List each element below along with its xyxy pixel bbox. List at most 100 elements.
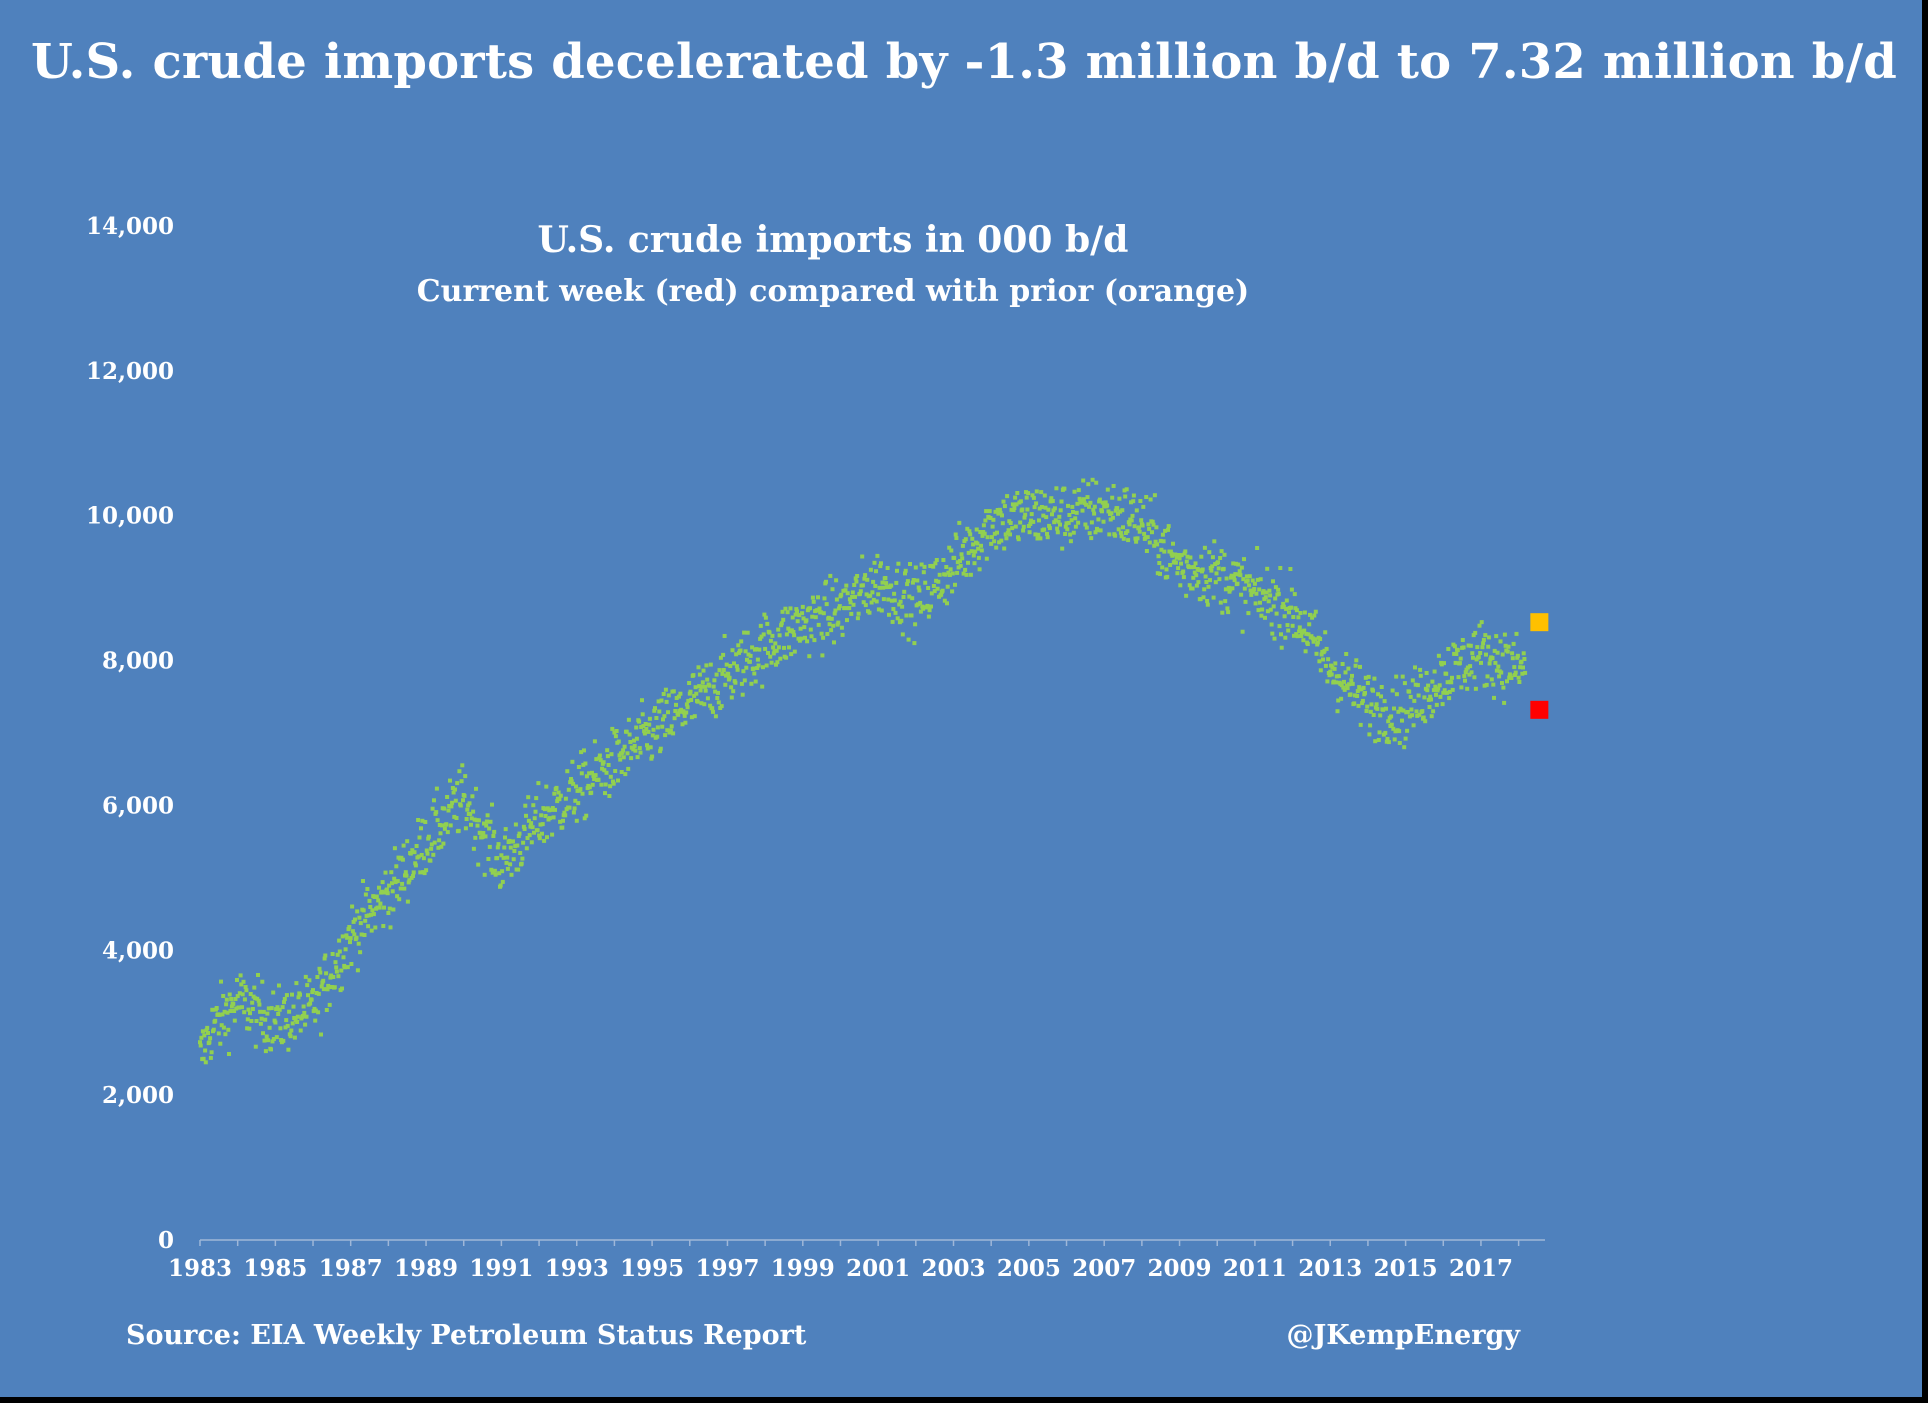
data-point — [350, 929, 355, 934]
data-point — [954, 536, 959, 540]
data-point — [572, 806, 577, 811]
data-point — [1088, 500, 1093, 505]
data-point — [627, 732, 632, 737]
data-point — [650, 754, 655, 759]
data-point — [687, 681, 692, 685]
data-point — [1287, 610, 1291, 615]
data-point — [440, 823, 444, 828]
data-point — [1049, 496, 1054, 501]
data-point — [565, 769, 570, 774]
x-tick-label: 1999 — [771, 1255, 835, 1282]
data-point — [1008, 521, 1013, 525]
data-point — [1392, 706, 1396, 711]
data-point — [1511, 641, 1516, 646]
data-point — [375, 905, 380, 910]
data-point — [402, 886, 407, 891]
data-point — [1296, 615, 1301, 620]
data-point — [622, 744, 627, 749]
data-point — [868, 593, 873, 598]
data-point — [834, 578, 839, 583]
data-point — [603, 791, 607, 796]
data-point — [242, 1010, 247, 1015]
data-point — [841, 588, 846, 593]
data-point — [598, 758, 603, 763]
data-point — [892, 598, 897, 603]
data-point — [328, 975, 333, 980]
data-point — [1470, 651, 1475, 656]
data-point — [976, 555, 981, 560]
data-point — [1010, 502, 1015, 507]
data-point — [653, 706, 657, 711]
author-handle: @JKempEnergy — [1287, 1320, 1522, 1351]
data-point — [516, 867, 521, 872]
data-point — [635, 755, 640, 760]
data-point — [772, 649, 777, 654]
data-point — [609, 752, 614, 757]
data-point — [699, 701, 704, 706]
data-point — [517, 831, 522, 836]
data-point — [1301, 638, 1306, 643]
data-point — [1485, 674, 1490, 679]
data-point — [623, 772, 628, 777]
data-point — [1145, 535, 1150, 540]
data-point — [745, 630, 750, 635]
data-point — [1014, 502, 1019, 507]
data-point — [1434, 702, 1439, 707]
data-point — [432, 840, 437, 845]
data-point — [1047, 523, 1052, 528]
data-point — [211, 1027, 216, 1032]
data-point — [783, 606, 788, 611]
data-point — [1118, 509, 1123, 514]
data-point — [446, 808, 451, 813]
data-point — [1258, 600, 1262, 605]
data-point — [863, 603, 868, 608]
data-point — [313, 1018, 318, 1023]
data-point — [329, 985, 334, 989]
data-point — [716, 700, 721, 705]
y-tick-label: 14,000 — [86, 213, 174, 240]
data-point — [720, 671, 725, 676]
data-point — [552, 791, 557, 796]
data-point — [626, 766, 631, 771]
data-point — [671, 731, 676, 736]
x-tick-label: 2003 — [921, 1255, 985, 1282]
data-point — [755, 657, 760, 662]
data-point — [1178, 583, 1183, 588]
data-point — [1486, 644, 1491, 649]
data-point — [688, 689, 693, 694]
data-point — [269, 1047, 273, 1052]
data-point — [1438, 694, 1443, 699]
data-point — [1294, 608, 1299, 613]
data-point — [349, 962, 354, 966]
data-point — [1318, 637, 1323, 641]
data-point — [963, 537, 968, 542]
data-point — [744, 665, 749, 670]
data-point — [498, 883, 503, 888]
data-point — [1505, 649, 1510, 654]
data-point — [714, 672, 719, 677]
data-point — [550, 806, 555, 810]
data-point — [1009, 507, 1014, 512]
data-point — [206, 1031, 210, 1035]
data-point — [1031, 519, 1036, 524]
data-point — [917, 588, 922, 593]
data-point — [1427, 705, 1432, 709]
data-point — [1263, 595, 1268, 600]
data-point — [1299, 634, 1304, 638]
data-point — [267, 1025, 272, 1030]
data-point — [853, 594, 857, 599]
data-point — [1220, 610, 1225, 615]
data-point — [432, 798, 436, 803]
data-point — [453, 798, 458, 803]
data-point — [307, 978, 312, 983]
data-point — [1463, 678, 1467, 683]
data-point — [1355, 689, 1360, 694]
data-point — [993, 509, 998, 514]
data-point — [1076, 488, 1081, 493]
data-point — [321, 987, 326, 992]
data-point — [1484, 652, 1488, 657]
data-point — [1276, 591, 1281, 596]
data-point — [1373, 739, 1378, 744]
data-point — [490, 802, 494, 807]
data-point — [730, 648, 735, 653]
